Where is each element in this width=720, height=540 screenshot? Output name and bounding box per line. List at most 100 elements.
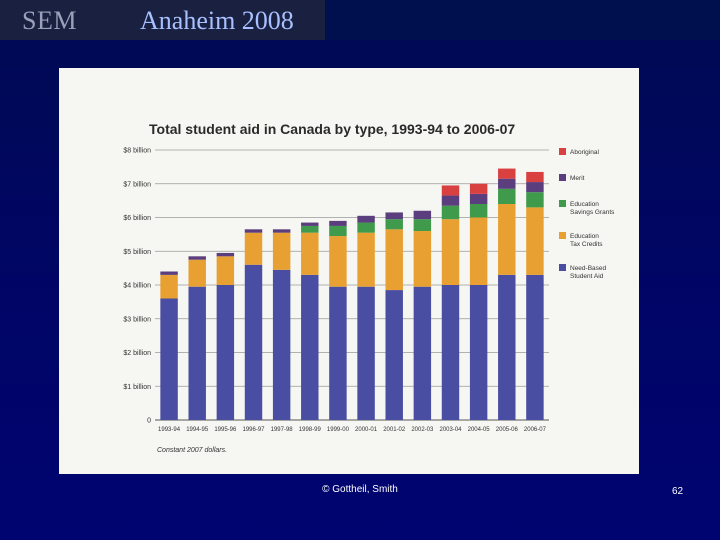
x-tick-label: 2001-02 [383, 427, 406, 433]
bar-2006-07-aboriginal [526, 171, 544, 183]
bar-2006-07-education-tax-credits [526, 207, 544, 275]
bar-2004-05-education-savings-grants [469, 204, 488, 218]
legend-swatch [559, 264, 566, 271]
bar-1999-00-education-savings-grants [329, 225, 347, 237]
legend-label: Merit [570, 175, 585, 182]
stacked-bar-chart: Total student aid in Canada by type, 199… [123, 121, 615, 454]
chart-footnote: Constant 2007 dollars. [157, 447, 227, 454]
header-brand-block [0, 0, 325, 40]
legend-label: Need-Based Student Aid [570, 265, 607, 280]
bar-2005-06-merit [498, 178, 516, 189]
bar-1995-96-merit [216, 252, 235, 257]
chart-title: Total student aid in Canada by type, 199… [149, 121, 515, 137]
x-tick-label: 1996-97 [242, 427, 265, 433]
bar-2001-02-education-tax-credits [385, 229, 403, 291]
bar-2003-04-education-savings-grants [441, 205, 460, 220]
x-tick-label: 2002-03 [411, 427, 434, 433]
bar-2001-02-need-based-student-aid [385, 290, 403, 420]
bar-1996-97-need-based-student-aid [244, 264, 263, 420]
bar-2004-05-need-based-student-aid [469, 285, 488, 420]
chart-grid [155, 149, 549, 421]
y-tick-label: 0 [147, 418, 151, 425]
legend-label: Education Savings Grants [570, 201, 615, 216]
bar-2000-01-education-savings-grants [357, 222, 375, 233]
bar-2005-06-education-savings-grants [498, 188, 516, 204]
brand-label: SEM [22, 6, 77, 35]
copyright-credit: © Gottheil, Smith [322, 484, 398, 495]
bar-2003-04-education-tax-credits [441, 219, 460, 285]
bar-1994-95-education-tax-credits [188, 259, 206, 287]
bar-2000-01-merit [357, 215, 375, 223]
bar-1998-99-merit [301, 222, 319, 226]
legend-swatch [559, 200, 566, 207]
bar-1999-00-need-based-student-aid [329, 286, 347, 420]
bar-2005-06-education-tax-credits [498, 204, 516, 275]
x-axis-ticks: 1993-94 1994-95 1995-96 1996-97 1997-98 1998-… [158, 427, 547, 433]
x-tick-label: 1995-96 [214, 427, 237, 433]
x-tick-label: 2000-01 [355, 427, 378, 433]
x-tick-label: 2006-07 [524, 427, 547, 433]
x-tick-label: 1997-98 [271, 427, 294, 433]
bar-1993-94-merit [160, 271, 178, 275]
bar-1995-96-education-tax-credits [216, 256, 235, 285]
bar-1999-00-education-tax-credits [329, 236, 347, 287]
bar-1999-00-merit [329, 220, 347, 226]
bar-1998-99-need-based-student-aid [301, 274, 319, 420]
bar-2006-07-education-savings-grants [526, 192, 544, 208]
bar-1996-97-merit [244, 229, 263, 233]
legend-label: Aboriginal [570, 149, 599, 156]
y-tick-label: $7 billion [123, 181, 151, 188]
bar-2006-07-need-based-student-aid [526, 274, 544, 420]
x-tick-label: 1998-99 [299, 427, 322, 433]
chart-photo: Total student aid in Canada by type, 199… [59, 68, 639, 474]
bar-1994-95-need-based-student-aid [188, 286, 206, 420]
y-tick-label: $2 billion [123, 350, 151, 357]
y-tick-label: $4 billion [123, 283, 151, 290]
bar-2005-06-need-based-student-aid [498, 274, 516, 420]
x-tick-label: 2005-06 [496, 427, 519, 433]
bar-2003-04-aboriginal [441, 185, 460, 196]
bar-1997-98-need-based-student-aid [272, 269, 291, 420]
y-axis-ticks: 0 $1 billion $2 billion $3 billion $4 billio… [123, 148, 151, 425]
bar-1997-98-merit [272, 229, 291, 233]
bar-1993-94-education-tax-credits [160, 274, 178, 299]
chart-legend: Aboriginal Merit Education Savings Grants Ed… [559, 148, 615, 280]
y-tick-label: $6 billion [123, 215, 151, 222]
chart-bars [160, 168, 544, 420]
bar-1993-94-need-based-student-aid [160, 298, 178, 420]
y-tick-label: $5 billion [123, 249, 151, 256]
bar-2003-04-need-based-student-aid [441, 285, 460, 420]
bar-2004-05-education-tax-credits [469, 217, 488, 285]
bar-1998-99-education-savings-grants [301, 225, 319, 233]
bar-2004-05-aboriginal [469, 183, 488, 194]
legend-label: Education Tax Credits [570, 233, 603, 248]
bar-2003-04-merit [441, 195, 460, 206]
bar-1996-97-education-tax-credits [244, 232, 263, 265]
x-tick-label: 2003-04 [439, 427, 462, 433]
legend-swatch [559, 232, 566, 239]
x-tick-label: 1999-00 [327, 427, 350, 433]
bar-2002-03-need-based-student-aid [413, 286, 432, 420]
bar-1998-99-education-tax-credits [301, 232, 319, 275]
bar-2001-02-education-savings-grants [385, 219, 403, 230]
x-tick-label: 1993-94 [158, 427, 181, 433]
bar-2006-07-merit [526, 182, 544, 193]
bar-2002-03-merit [413, 210, 432, 220]
bar-2002-03-education-tax-credits [413, 231, 432, 287]
bar-2001-02-merit [385, 212, 403, 220]
y-tick-label: $8 billion [123, 148, 151, 155]
x-tick-label: 2004-05 [468, 427, 491, 433]
slide-title: Anaheim 2008 [140, 6, 294, 35]
bar-2000-01-need-based-student-aid [357, 286, 375, 420]
bar-2005-06-aboriginal [498, 168, 516, 179]
y-tick-label: $3 billion [123, 316, 151, 323]
page-number: 62 [672, 486, 684, 497]
bar-2004-05-merit [469, 193, 488, 204]
y-tick-label: $1 billion [123, 384, 151, 391]
legend-swatch [559, 148, 566, 155]
bar-1994-95-merit [188, 256, 206, 260]
bar-1997-98-education-tax-credits [272, 232, 291, 270]
x-tick-label: 1994-95 [186, 427, 209, 433]
legend-swatch [559, 174, 566, 181]
bar-1995-96-need-based-student-aid [216, 285, 235, 420]
